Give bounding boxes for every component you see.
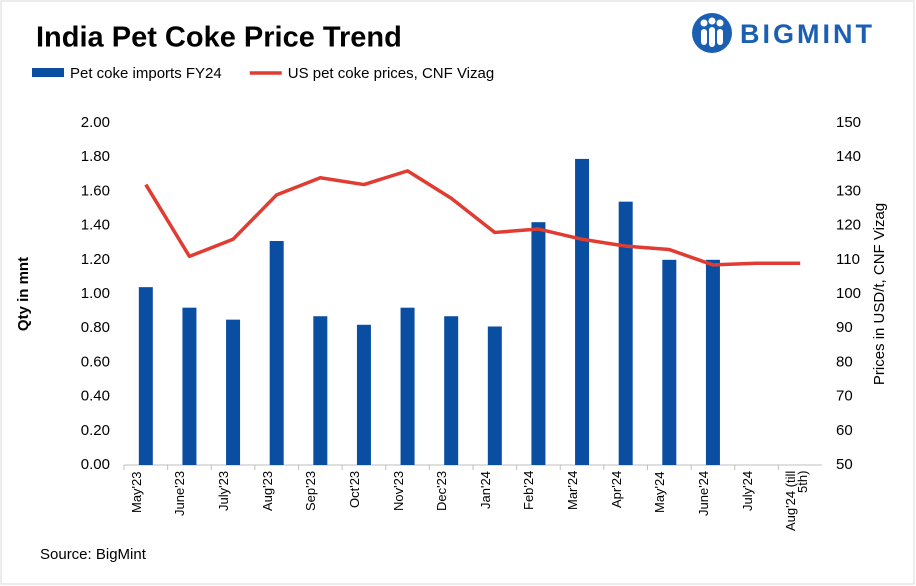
y2-tick-label: 90: [836, 319, 853, 336]
y2-tick-label: 80: [836, 353, 853, 370]
y-tick-label: 1.80: [81, 148, 110, 165]
y2-tick-label: 130: [836, 182, 861, 199]
bar: [662, 259, 677, 465]
y-axis-title: Qty in mnt: [15, 257, 32, 331]
bar: [269, 240, 284, 465]
x-tick-label: June'24: [695, 471, 711, 517]
brand: BIGMINT: [740, 19, 875, 49]
bar: [356, 324, 371, 465]
y2-tick-label: 140: [836, 148, 861, 165]
y-tick-label: 0.60: [81, 353, 110, 370]
source: Source: BigMint: [40, 546, 147, 563]
logo-icon: [692, 13, 732, 53]
bar: [705, 259, 720, 465]
y2-tick-label: 70: [836, 388, 853, 405]
bar: [575, 158, 590, 465]
bar: [226, 319, 241, 465]
x-tick-label: Mar'24: [565, 471, 581, 511]
x-tick-label: Apr'24: [608, 471, 624, 509]
x-tick-label: Oct'23: [346, 471, 362, 509]
y2-tick-label: 100: [836, 285, 861, 302]
legend-label: Pet coke imports FY24: [70, 65, 222, 82]
bar: [138, 287, 153, 465]
bar: [487, 326, 502, 465]
x-tick-label: Jan'24: [477, 471, 493, 509]
y-tick-label: 1.60: [81, 182, 110, 199]
x-tick-label: Dec'23: [434, 471, 450, 512]
x-tick-label: May'24: [652, 471, 668, 513]
x-tick-label: Aug'23: [259, 471, 275, 512]
chart-title: India Pet Coke Price Trend: [36, 22, 402, 54]
y2-tick-label: 120: [836, 217, 861, 234]
bar: [618, 201, 633, 465]
y-tick-label: 0.20: [81, 422, 110, 439]
y-tick-label: 0.40: [81, 388, 110, 405]
legend-label: US pet coke prices, CNF Vizag: [288, 65, 494, 82]
x-tick-label: July'23: [216, 471, 232, 512]
y2-tick-label: 60: [836, 422, 853, 439]
x-tick-label: Nov'23: [390, 471, 406, 512]
x-tick-label: June'23: [172, 471, 188, 517]
x-tick-label: May'23: [128, 471, 144, 513]
y-tick-label: 0.80: [81, 319, 110, 336]
bar: [444, 316, 459, 465]
y-tick-label: 2.00: [81, 114, 110, 131]
y-tick-label: 1.00: [81, 285, 110, 302]
y2-tick-label: 150: [836, 114, 861, 131]
x-tick-label: Sep'23: [303, 471, 319, 512]
legend-swatch: [32, 68, 64, 77]
bar: [313, 316, 328, 465]
y-tick-label: 1.20: [81, 251, 110, 268]
y2-tick-label: 50: [836, 456, 853, 473]
x-tick-label: Aug'24 (till 5th): [783, 471, 811, 532]
x-tick-label: Feb'24: [521, 471, 537, 511]
y2-tick-label: 110: [836, 251, 860, 268]
y2-axis-title: Prices in USD/t, CNF Vizag: [871, 203, 888, 385]
line: [144, 169, 801, 267]
x-tick-label: July'24: [739, 471, 755, 512]
bar: [531, 222, 546, 465]
bar: [400, 307, 415, 465]
bar: [182, 307, 197, 465]
y-tick-label: 1.40: [81, 217, 110, 234]
y-tick-label: 0.00: [81, 456, 110, 473]
